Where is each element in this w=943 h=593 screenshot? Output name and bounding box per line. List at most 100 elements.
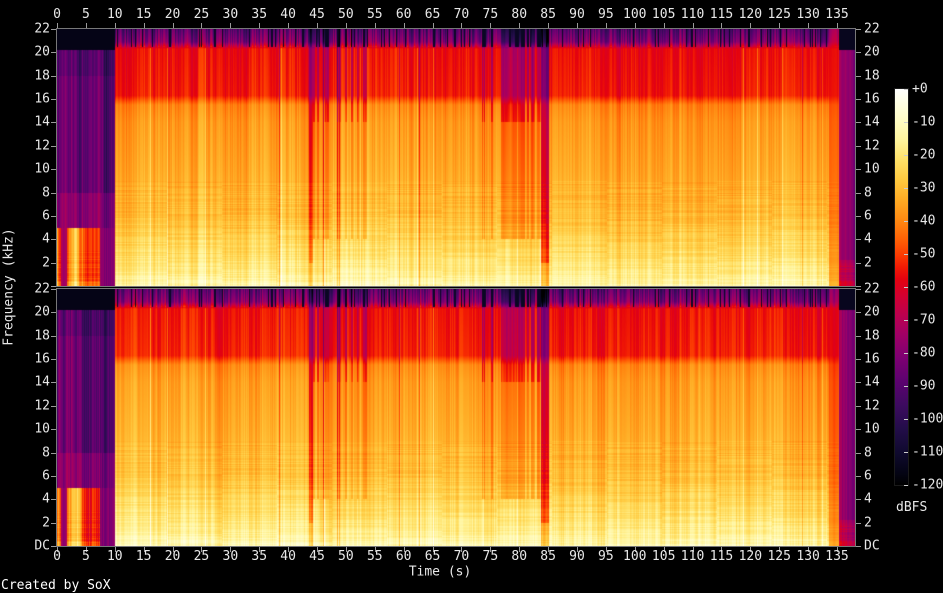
x-tick — [85, 547, 87, 552]
y-tick — [51, 192, 56, 194]
y-tick — [856, 312, 861, 314]
x-tick-label: 90 — [569, 7, 585, 22]
y-tick-label: 4 — [42, 231, 50, 247]
x-tick — [172, 23, 174, 28]
y-tick-label: 14 — [864, 374, 880, 390]
legend-tick — [904, 89, 908, 90]
legend-tick-label: -80 — [912, 345, 936, 361]
x-tick-label: 0 — [53, 7, 61, 22]
legend-tick — [904, 155, 908, 156]
y-tick-label: 18 — [864, 68, 880, 84]
x-tick — [721, 23, 723, 28]
y-tick-label: 12 — [864, 138, 880, 154]
x-tick-label: 105 — [651, 549, 676, 564]
legend-tick-label: -10 — [912, 114, 936, 130]
x-tick — [201, 547, 203, 552]
x-tick — [432, 547, 434, 552]
y-tick-label: 16 — [864, 351, 880, 367]
y-tick — [856, 52, 861, 54]
y-tick-label: 22 — [864, 281, 880, 297]
x-tick — [490, 547, 492, 552]
x-tick — [519, 547, 521, 552]
x-tick — [634, 547, 636, 552]
y-tick-label: 8 — [42, 185, 50, 201]
y-tick-label: 10 — [34, 421, 50, 437]
y-tick — [856, 499, 861, 501]
x-tick — [143, 23, 145, 28]
x-tick — [692, 547, 694, 552]
x-tick — [808, 547, 810, 552]
y-tick — [856, 382, 861, 384]
y-tick-label: 4 — [864, 231, 872, 247]
y-tick — [51, 405, 56, 407]
x-tick — [114, 547, 116, 552]
y-tick-label: 12 — [34, 398, 50, 414]
y-tick-label: DC — [864, 538, 880, 554]
y-tick — [51, 499, 56, 501]
y-tick — [51, 29, 56, 30]
y-tick — [51, 239, 56, 241]
x-tick — [663, 23, 665, 28]
y-tick — [856, 75, 861, 77]
y-tick-label: 2 — [42, 515, 50, 531]
x-tick-label: 115 — [709, 549, 734, 564]
x-tick — [85, 23, 87, 28]
y-tick-label: 2 — [42, 255, 50, 271]
y-tick — [856, 169, 861, 171]
y-tick-label: 20 — [864, 44, 880, 60]
x-tick-label: 55 — [366, 7, 383, 22]
y-tick-label: 6 — [864, 208, 872, 224]
x-tick-label: 75 — [482, 7, 499, 22]
x-tick-label: 60 — [395, 549, 412, 564]
y-tick — [51, 215, 56, 217]
legend-tick — [904, 419, 908, 420]
x-tick-label: 80 — [511, 7, 528, 22]
y-tick — [856, 522, 861, 524]
y-tick — [856, 122, 861, 124]
y-tick-label: 10 — [864, 161, 880, 177]
y-tick — [51, 286, 56, 287]
y-tick — [51, 99, 56, 101]
legend-tick — [904, 320, 908, 321]
x-tick-label: 120 — [738, 7, 763, 22]
y-tick — [51, 169, 56, 171]
x-tick-label: 70 — [453, 7, 470, 22]
y-tick — [51, 122, 56, 124]
legend-tick-label: -90 — [912, 378, 936, 394]
x-tick — [837, 23, 838, 28]
x-tick — [548, 23, 550, 28]
y-tick-label: 8 — [42, 445, 50, 461]
legend-tick-label: -100 — [912, 411, 943, 427]
x-tick — [230, 23, 232, 28]
y-tick-label: 18 — [34, 328, 50, 344]
y-tick-label: 16 — [34, 351, 50, 367]
x-tick-label: 65 — [424, 7, 441, 22]
legend-tick — [904, 386, 908, 387]
y-tick-label: 22 — [34, 21, 50, 37]
y-tick-label: 16 — [864, 91, 880, 107]
x-tick-label: 125 — [767, 549, 791, 564]
y-tick — [856, 145, 861, 147]
legend-tick — [904, 353, 908, 354]
y-tick — [51, 429, 56, 431]
x-tick-label: 35 — [251, 549, 268, 564]
legend-tick — [904, 287, 908, 288]
x-tick — [461, 23, 463, 28]
y-tick-label: 14 — [34, 374, 50, 390]
x-tick — [403, 23, 405, 28]
x-tick-label: 85 — [540, 7, 556, 22]
x-tick-label: 0 — [53, 549, 61, 564]
y-tick — [856, 359, 861, 361]
x-tick — [172, 547, 174, 552]
x-tick — [750, 23, 752, 28]
y-tick — [51, 312, 56, 314]
x-tick — [114, 23, 116, 28]
legend-tick — [904, 188, 908, 189]
x-tick-label: 15 — [135, 549, 152, 564]
y-tick-label: 6 — [864, 468, 872, 484]
x-tick — [57, 547, 58, 552]
legend-tick — [904, 254, 908, 255]
legend-tick — [904, 485, 908, 486]
y-tick-label: 6 — [42, 208, 50, 224]
x-tick-label: 135 — [825, 549, 849, 564]
